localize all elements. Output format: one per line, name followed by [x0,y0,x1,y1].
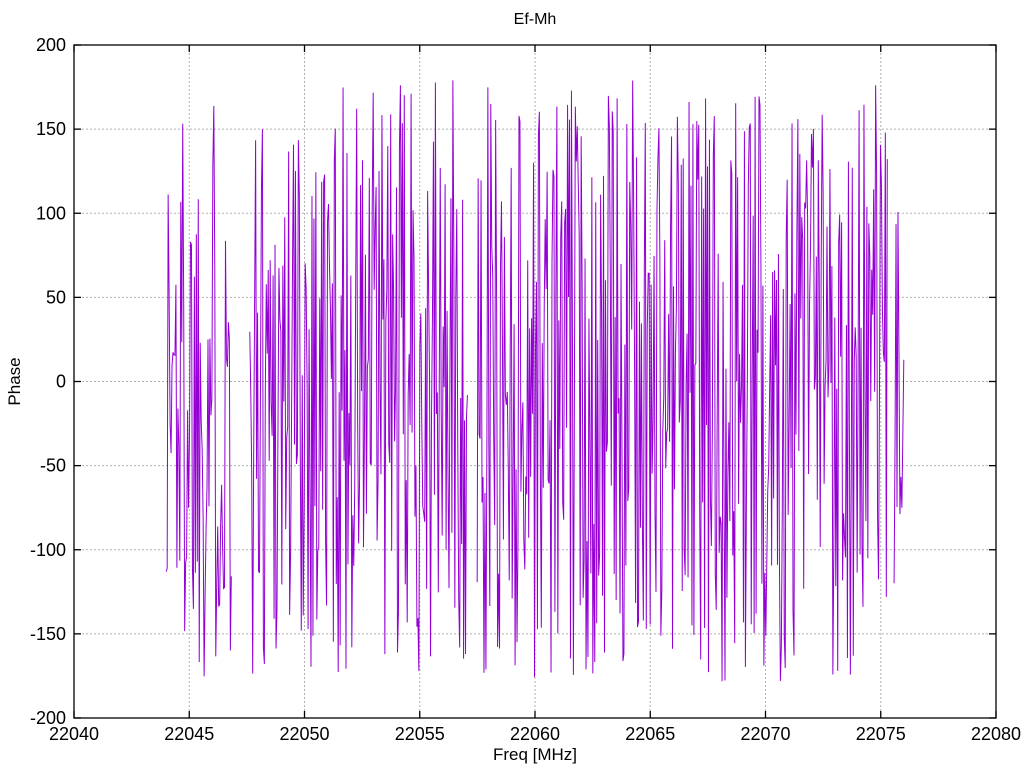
x-tick-label: 22045 [164,724,214,744]
x-tick-label: 22070 [740,724,790,744]
grid-lines [74,45,996,718]
phase-trace [893,211,905,584]
y-tick-label: -150 [30,624,66,644]
phase-trace [476,80,888,682]
y-tick-label: 0 [56,372,66,392]
phase-trace [165,106,232,677]
y-tick-label: 50 [46,287,66,307]
x-axis-label: Freq [MHz] [493,745,577,764]
x-tick-label: 22060 [510,724,560,744]
x-tick-label: 22075 [856,724,906,744]
chart-title: Ef-Mh [514,11,557,28]
y-tick-label: -200 [30,708,66,728]
x-tick-label: 22065 [625,724,675,744]
y-tick-label: 200 [36,35,66,55]
x-tick-label: 22055 [395,724,445,744]
x-tick-label: 22040 [49,724,99,744]
y-tick-label: 100 [36,203,66,223]
y-tick-label: 150 [36,119,66,139]
tick-labels: 22040 22045 22050 22055 22060 22065 22070 22075… [30,35,1021,744]
data-series-layer [165,80,905,682]
y-axis-label: Phase [5,357,24,405]
y-tick-label: -100 [30,540,66,560]
y-tick-label: -50 [40,456,66,476]
x-tick-label: 22050 [279,724,329,744]
axes [73,44,997,719]
phase-trace [249,80,468,674]
x-tick-label: 22080 [971,724,1021,744]
